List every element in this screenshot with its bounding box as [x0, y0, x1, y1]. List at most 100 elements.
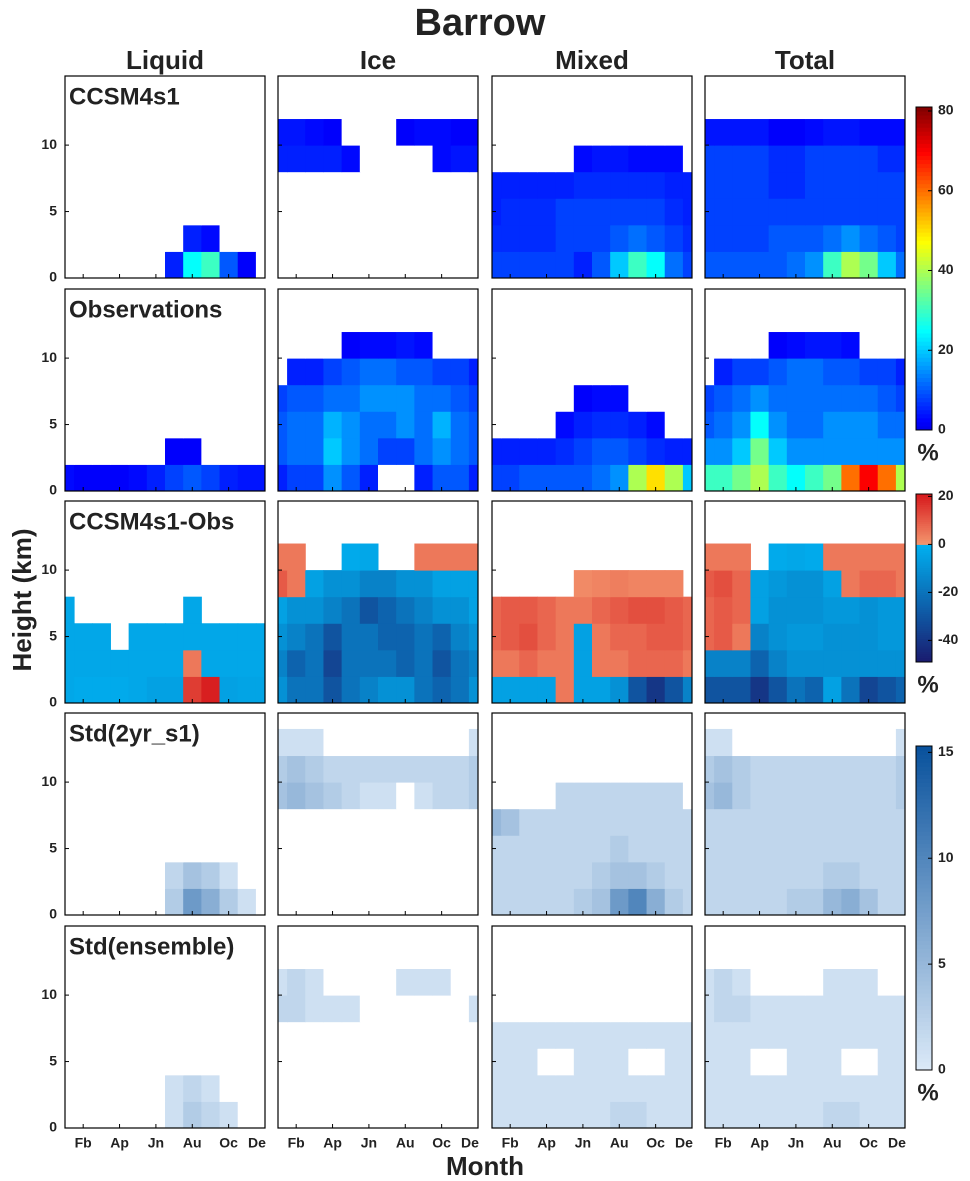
heat-cell	[555, 623, 575, 651]
heat-cell	[414, 1101, 434, 1129]
colorbar-swatch	[916, 634, 932, 638]
heat-cell	[219, 464, 239, 492]
heat-cell	[573, 623, 593, 651]
heat-cell	[341, 437, 361, 465]
heat-cell	[859, 596, 879, 624]
heat-cell	[165, 1074, 184, 1102]
heat-cell	[664, 995, 684, 1023]
heat-cell	[305, 437, 324, 465]
heat-cell	[278, 1048, 288, 1076]
colorbar-swatch	[916, 329, 932, 334]
heat-cell	[714, 384, 733, 412]
heat-cell	[537, 1101, 557, 1129]
heat-cell	[682, 118, 693, 146]
heat-cell	[146, 861, 166, 889]
heat-cell	[128, 171, 148, 199]
heat-cell	[468, 1101, 479, 1129]
heat-cell	[555, 91, 575, 120]
heat-cell	[519, 91, 538, 120]
heat-cell	[664, 1101, 684, 1129]
heat-cell	[682, 1048, 693, 1076]
heat-cell	[555, 437, 575, 465]
heat-cell	[859, 728, 879, 757]
heat-cell	[750, 968, 770, 996]
heat-cell	[895, 171, 906, 199]
heat-cell	[468, 171, 479, 199]
heat-cell	[323, 437, 343, 465]
heat-cell	[555, 224, 575, 252]
heat-cell	[501, 384, 520, 412]
heat-cell	[732, 728, 751, 757]
heat-cell	[895, 623, 906, 651]
column-title: Total	[775, 45, 835, 75]
heat-cell	[341, 1021, 361, 1049]
heat-cell	[65, 304, 75, 333]
heat-cell	[305, 171, 324, 199]
heat-cell	[859, 464, 879, 492]
heat-cell	[255, 198, 266, 226]
heat-cell	[628, 331, 648, 359]
heat-cell	[323, 145, 343, 173]
heat-cell	[341, 888, 361, 916]
heat-cell	[877, 755, 897, 783]
heat-cell	[682, 384, 693, 412]
heat-cell	[805, 411, 824, 439]
heat-cell	[805, 171, 824, 199]
heat-cell	[877, 649, 897, 677]
heat-cell	[278, 304, 288, 333]
heat-cell	[237, 941, 257, 970]
heat-cell	[573, 171, 593, 199]
heat-cell	[786, 1021, 806, 1049]
heat-cell	[555, 728, 575, 757]
heat-cell	[74, 782, 93, 810]
heat-cell	[74, 728, 93, 757]
heat-cell	[555, 1074, 575, 1102]
colorbar-swatch	[916, 601, 932, 604]
heat-cell	[201, 755, 221, 783]
heat-cell	[646, 968, 666, 996]
heat-cell	[468, 995, 479, 1023]
heat-cell	[664, 968, 684, 996]
heat-cell	[714, 649, 733, 677]
heat-cell	[877, 941, 897, 970]
heat-cell	[92, 331, 111, 359]
heat-cell	[278, 1074, 288, 1102]
heat-cell	[287, 118, 306, 146]
colorbar-swatch	[916, 320, 932, 326]
heat-cell	[146, 251, 166, 279]
heat-cell	[610, 995, 629, 1023]
heat-cell	[573, 198, 593, 226]
heat-cell	[305, 995, 324, 1023]
colorbar-swatch	[916, 774, 932, 779]
heat-cell	[859, 171, 879, 199]
heat-cell	[714, 358, 733, 386]
heat-cell	[432, 358, 452, 386]
heat-cell	[537, 251, 557, 279]
heat-cell	[610, 437, 629, 465]
heat-cell	[92, 358, 111, 386]
heat-cell	[859, 91, 879, 120]
heat-cell	[768, 251, 788, 279]
colorbar-swatch	[916, 643, 932, 646]
colorbar-swatch	[916, 831, 932, 836]
heat-cell	[646, 224, 666, 252]
heat-cell	[341, 623, 361, 651]
heat-cell	[750, 808, 770, 836]
heat-cell	[92, 835, 111, 863]
heat-cell	[146, 835, 166, 863]
heat-cell	[805, 145, 824, 173]
x-tick-label: Jn	[148, 1135, 164, 1151]
colorbar-swatch	[916, 567, 932, 571]
heat-cell	[841, 198, 861, 226]
heat-cell	[128, 198, 148, 226]
heat-cell	[201, 623, 221, 651]
heat-cell	[682, 411, 693, 439]
heat-cell	[341, 145, 361, 173]
heat-cell	[732, 1074, 751, 1102]
heat-cell	[278, 755, 288, 783]
heat-cell	[341, 596, 361, 624]
heat-cell	[201, 1101, 221, 1129]
panel-frame	[64, 75, 266, 279]
colorbar-swatch	[916, 155, 932, 160]
heat-cell	[646, 358, 666, 386]
